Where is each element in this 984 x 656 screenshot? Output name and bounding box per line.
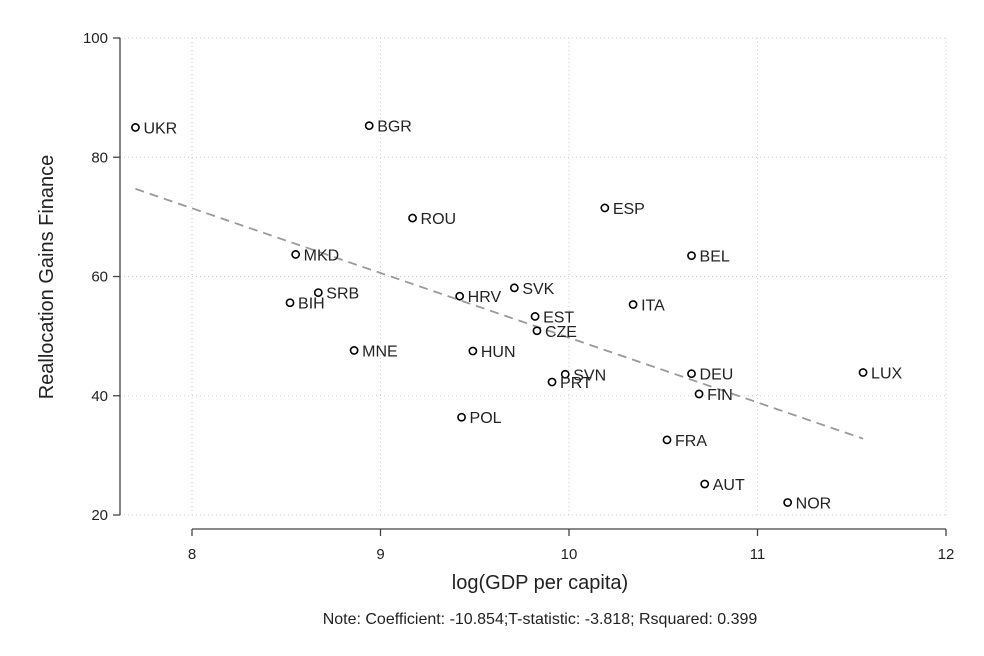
point-label: SVN	[573, 367, 606, 384]
data-point	[408, 213, 417, 223]
data-point	[530, 312, 540, 321]
point-label: MKD	[304, 247, 340, 264]
data-point	[455, 291, 465, 301]
x-axis-title: log(GDP per capita)	[452, 572, 628, 594]
data-point	[509, 283, 519, 293]
point-label: FIN	[707, 387, 733, 404]
x-tick-label: 11	[750, 546, 766, 563]
point-label: BIH	[298, 296, 325, 313]
x-tick-label: 10	[561, 546, 578, 563]
grid-lines	[120, 37, 947, 516]
data-point	[600, 203, 610, 213]
y-tick-label: 60	[91, 269, 108, 286]
point-label: ITA	[641, 298, 665, 315]
y-tick-label: 100	[83, 30, 108, 47]
fit-line-group	[135, 188, 864, 440]
data-point	[291, 250, 301, 259]
point-label: EST	[543, 309, 574, 326]
data-point	[662, 435, 672, 445]
point-label: MNE	[362, 343, 398, 360]
data-point	[468, 346, 478, 356]
point-label: PRT	[560, 375, 592, 392]
y-tick-label: 40	[91, 388, 108, 405]
data-point	[700, 479, 710, 489]
point-label: LUX	[871, 365, 902, 382]
data-point	[858, 368, 868, 377]
x-tick-label: 9	[376, 546, 384, 563]
point-label: SRB	[326, 286, 359, 303]
data-point	[285, 298, 295, 308]
point-label: ROU	[421, 211, 457, 228]
fit-line	[135, 188, 864, 440]
data-point	[457, 412, 466, 422]
point-label: SVK	[522, 281, 554, 298]
data-point	[694, 389, 704, 399]
point-label: AUT	[713, 477, 745, 494]
point-label: BEL	[700, 249, 730, 266]
data-point	[313, 288, 323, 297]
point-label: CZE	[545, 324, 577, 341]
data-point	[364, 121, 374, 131]
y-tick-label: 80	[91, 149, 108, 166]
data-point	[783, 498, 793, 507]
data-point	[560, 369, 570, 379]
data-point	[687, 369, 696, 379]
point-label: FRA	[675, 433, 707, 450]
data-point	[547, 377, 557, 387]
point-label: BGR	[377, 119, 412, 136]
data-point	[628, 300, 638, 309]
point-label: UKR	[143, 120, 177, 137]
axes: 20 40 60 80 100 8 9 10 11 12	[83, 30, 954, 563]
data-point	[349, 346, 359, 355]
point-label: POL	[470, 410, 502, 427]
chart-note: Note: Coefficient: -10.854;T-statistic: …	[323, 611, 758, 628]
point-label: DEU	[700, 367, 734, 384]
data-point	[687, 251, 696, 261]
x-tick-label: 12	[938, 546, 955, 563]
y-tick-label: 20	[91, 507, 108, 524]
data-point	[131, 123, 140, 132]
point-label: ESP	[613, 201, 645, 218]
data-point	[532, 326, 542, 336]
point-label: HUN	[481, 344, 516, 361]
point-label: NOR	[796, 495, 832, 512]
y-axis-title: Reallocation Gains Finance	[36, 155, 58, 400]
point-label: HRV	[468, 289, 502, 306]
x-tick-label: 8	[188, 546, 196, 563]
